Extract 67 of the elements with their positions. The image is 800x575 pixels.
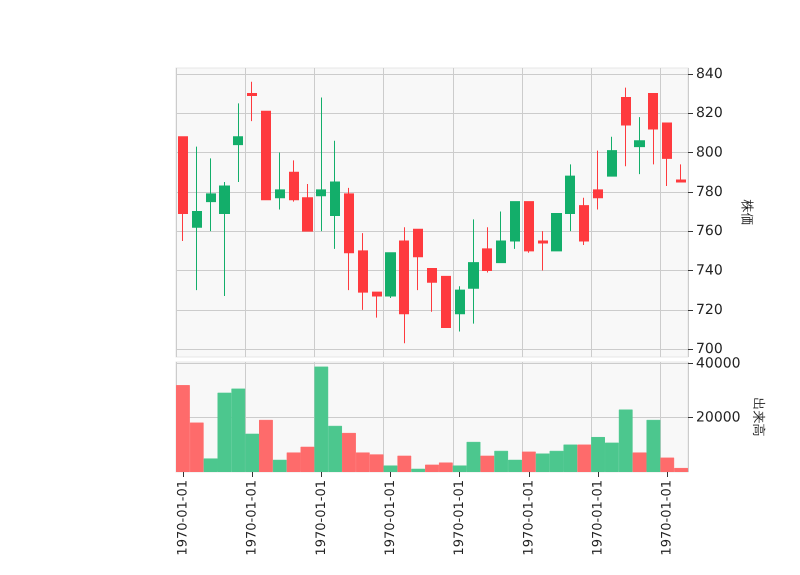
- candlestick: [468, 218, 479, 324]
- x-tick-label: 1970-01-01: [452, 480, 468, 556]
- y-tick-label: 700: [696, 341, 723, 358]
- candlestick: [427, 268, 437, 312]
- candlestick: [344, 187, 354, 291]
- bar: [577, 444, 592, 472]
- bar: [522, 452, 536, 472]
- y-tick-label: 40000: [696, 355, 741, 372]
- candlestick: [192, 146, 202, 291]
- x-tick-label: 1970-01-01: [244, 480, 260, 556]
- bar: [384, 465, 398, 472]
- bar: [411, 468, 426, 472]
- candlestick: [538, 230, 548, 271]
- x-tick-label: 1970-01-01: [314, 480, 329, 556]
- x-tick-label: 1970-01-01: [175, 480, 190, 556]
- candlestick: [496, 211, 506, 264]
- candlestick: [178, 136, 188, 242]
- bar: [632, 452, 646, 472]
- y-tick-label: 760: [696, 223, 723, 240]
- bar: [480, 456, 494, 472]
- candlestick: [482, 226, 492, 273]
- candlestick: [662, 122, 672, 186]
- bar: [397, 456, 412, 472]
- candlestick: [579, 197, 589, 246]
- candlestick: [247, 81, 257, 122]
- candlestick: [593, 150, 603, 210]
- x-tick-label: 1970-01-01: [660, 480, 675, 556]
- candlestick: [275, 152, 285, 210]
- bar: [259, 420, 273, 472]
- y-tick-label: 840: [696, 66, 723, 82]
- candlestick: [302, 183, 313, 232]
- y-tick-label: 820: [696, 105, 723, 122]
- y-tick-label: 740: [696, 262, 723, 278]
- candlestick: [206, 158, 216, 232]
- x-tick-label: 1970-01-01: [521, 480, 536, 556]
- candlestick: [551, 212, 562, 252]
- y-axis-title: 株価: [739, 198, 754, 226]
- candlestick: [233, 102, 243, 183]
- candlestick: [316, 96, 326, 232]
- y-axis-title: 出来高: [750, 398, 766, 436]
- candlestick: [330, 140, 340, 250]
- candlestick: [565, 164, 575, 232]
- candlestick: [524, 201, 534, 254]
- candlestick: [219, 182, 230, 297]
- candlestick: [289, 160, 299, 202]
- candlestick: [455, 286, 465, 332]
- y-tick-label: 800: [696, 144, 723, 161]
- x-tick-label: 1970-01-01: [382, 480, 398, 556]
- candlestick: [358, 232, 368, 310]
- y-tick-label: 20000: [696, 410, 741, 426]
- y-tick-label: 780: [696, 184, 723, 200]
- candlestick: [399, 226, 409, 344]
- candlestick: [261, 110, 271, 200]
- candlestick: [510, 201, 520, 250]
- candlestick: [621, 87, 631, 167]
- bar: [272, 460, 287, 472]
- candlestick: [676, 164, 686, 183]
- candlestick: [648, 93, 658, 165]
- candlestick: [413, 228, 423, 291]
- x-tick-label: 1970-01-01: [590, 480, 606, 556]
- candlestick: [441, 276, 451, 328]
- candlestick: [634, 116, 645, 175]
- y-tick-label: 720: [696, 302, 723, 318]
- candlestick: [607, 136, 617, 177]
- candlestick: [372, 292, 382, 318]
- bar: [646, 420, 660, 472]
- candlestick: [385, 252, 396, 299]
